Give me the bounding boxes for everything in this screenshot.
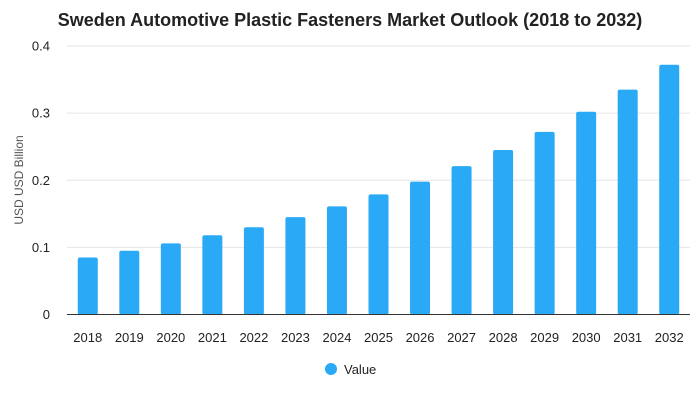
x-tick-label: 2025	[364, 330, 393, 345]
bar-2018[interactable]	[77, 257, 98, 315]
x-tick-label: 2021	[198, 330, 227, 345]
y-axis-ticks: 0 0.1 0.2 0.3 0.4	[32, 39, 50, 323]
x-tick-label: 2029	[530, 330, 559, 345]
y-tick-label: 0.2	[32, 173, 50, 188]
bar-2020[interactable]	[160, 243, 181, 315]
bar-2027[interactable]	[451, 166, 472, 315]
chart-title: Sweden Automotive Plastic Fasteners Mark…	[58, 10, 643, 30]
bar-2031[interactable]	[617, 89, 638, 315]
bar-2032[interactable]	[659, 64, 680, 315]
x-tick-label: 2018	[73, 330, 102, 345]
bar-2021[interactable]	[202, 235, 223, 315]
y-tick-label: 0	[43, 307, 50, 322]
y-tick-label: 0.1	[32, 240, 50, 255]
x-tick-label: 2024	[323, 330, 352, 345]
x-tick-label: 2020	[156, 330, 185, 345]
x-tick-label: 2022	[239, 330, 268, 345]
legend-label-value[interactable]: Value	[344, 362, 376, 377]
bar-2025[interactable]	[368, 194, 389, 315]
x-tick-label: 2019	[115, 330, 144, 345]
legend-marker-value	[325, 363, 337, 375]
x-tick-label: 2026	[406, 330, 435, 345]
y-tick-label: 0.4	[32, 39, 50, 54]
bars	[77, 64, 680, 315]
x-tick-label: 2031	[613, 330, 642, 345]
bar-2022[interactable]	[243, 227, 264, 315]
bar-2019[interactable]	[119, 250, 140, 315]
legend: Value	[325, 362, 376, 377]
x-axis-ticks: 2018 2019 2020 2021 2022 2023 2024 2025 2026 2027…	[73, 330, 683, 345]
y-axis-label: USD USD Billion	[12, 135, 26, 224]
bar-2030[interactable]	[576, 111, 597, 315]
bar-2029[interactable]	[534, 131, 555, 315]
bar-2026[interactable]	[410, 181, 431, 315]
x-tick-label: 2032	[655, 330, 684, 345]
x-tick-label: 2028	[489, 330, 518, 345]
bar-2023[interactable]	[285, 217, 306, 315]
bar-2028[interactable]	[493, 150, 514, 315]
x-tick-label: 2023	[281, 330, 310, 345]
x-tick-label: 2027	[447, 330, 476, 345]
bar-2024[interactable]	[326, 206, 347, 315]
x-tick-label: 2030	[572, 330, 601, 345]
y-tick-label: 0.3	[32, 106, 50, 121]
